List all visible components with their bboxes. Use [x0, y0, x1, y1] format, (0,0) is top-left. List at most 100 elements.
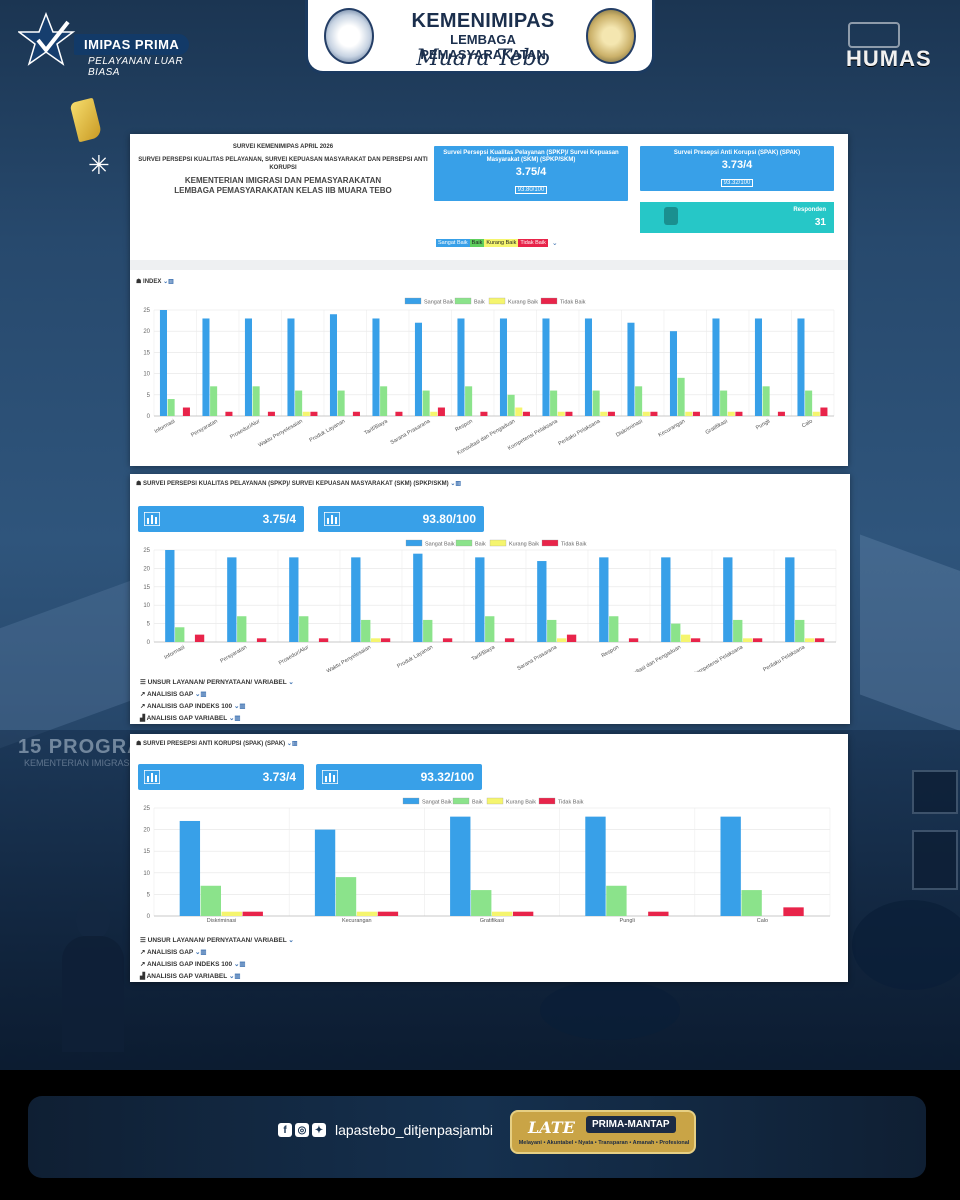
toggle-chart-icon: ⌄▥: [194, 691, 207, 698]
bar: [635, 386, 643, 416]
x-tick-label: Waktu Penyelesaian: [326, 645, 372, 672]
legend-label: Sangat Baik: [424, 300, 454, 306]
bar: [648, 911, 669, 916]
org-line-2: LEMBAGA PEMASYARAKATAN KELAS IIB MUARA T…: [174, 186, 392, 195]
institution-name: LEMBAGA PEMASYARAKATAN: [420, 32, 546, 62]
bar: [352, 411, 360, 416]
spak-panel: ☗ SURVEI PRESEPSI ANTI KORUPSI (SPAK) (S…: [130, 734, 848, 982]
trend-icon: ↗: [140, 703, 148, 710]
trend-icon: ↗: [140, 961, 148, 968]
late-text: LATE: [528, 1118, 575, 1137]
x-tick-label: Diskriminasi: [207, 918, 237, 924]
x-tick-label: Prosedur/Alur: [278, 644, 310, 666]
twitter-icon[interactable]: ✦: [312, 1123, 326, 1137]
spkp-section-title[interactable]: ☗ SURVEI PERSEPSI KUALITAS PELAYANAN (SP…: [136, 480, 461, 487]
bar: [302, 411, 310, 416]
toggle-chart-icon[interactable]: ⌄▥: [450, 481, 462, 487]
bar: [723, 557, 733, 642]
ministry-name: KEMENIMIPAS: [411, 10, 555, 32]
footer-pill: [28, 1096, 926, 1178]
bar: [244, 318, 252, 416]
link-text: UNSUR LAYANAN/ PERNYATAAN/ VARIABEL: [147, 937, 287, 944]
bar: [492, 911, 513, 916]
link-analisis-gap[interactable]: ↗ ANALISIS GAP ⌄▥: [140, 690, 207, 698]
bg-window: [912, 770, 958, 814]
legend-label: Sangat Baik: [425, 542, 455, 548]
legend-label: Baik: [475, 542, 486, 548]
x-tick-label: Prosedur/Alur: [229, 418, 261, 440]
legend-label: Baik: [472, 800, 483, 806]
x-tick-label: Kecurangan: [342, 918, 372, 924]
bar: [295, 390, 303, 416]
pemasyarakatan-seal-icon: [586, 8, 636, 64]
sparkle-icon: ✳: [88, 150, 110, 180]
toggle-chart-icon[interactable]: ⌄▥: [163, 279, 174, 285]
bg-window: [912, 830, 958, 890]
link-unsur-layanan[interactable]: ☰ UNSUR LAYANAN/ PERNYATAAN/ VARIABEL ⌄: [140, 678, 294, 686]
star-logo-icon: [18, 12, 76, 66]
bar: [600, 411, 608, 416]
x-tick-label: Kompetensi Pelaksana: [692, 644, 745, 672]
index-section-title[interactable]: ☗ INDEX ⌄▥: [136, 278, 174, 285]
org-line-1: KEMENTERIAN IMIGRASI DAN PEMASYARAKATAN: [184, 176, 382, 185]
bar: [692, 411, 700, 416]
x-tick-label: Gratifikasi: [705, 419, 729, 436]
link-unsur-layanan[interactable]: ☰ UNSUR LAYANAN/ PERNYATAAN/ VARIABEL ⌄: [140, 936, 294, 944]
y-tick-label: 10: [143, 372, 150, 378]
link-analisis-gap[interactable]: ↗ ANALISIS GAP ⌄▥: [140, 948, 207, 956]
y-tick-label: 5: [147, 393, 151, 399]
bg-tree: [852, 900, 960, 990]
x-tick-label: Kecurangan: [658, 419, 687, 439]
spak-section-title[interactable]: ☗ SURVEI PRESEPSI ANTI KORUPSI (SPAK) (S…: [136, 740, 298, 747]
spkp-score-value: 3.75/4: [262, 512, 296, 526]
social-handle[interactable]: lapastebo_ditjenpasjambi: [335, 1122, 493, 1138]
y-tick-label: 0: [147, 414, 151, 420]
bar: [314, 829, 336, 916]
bar: [681, 634, 691, 642]
bar: [227, 557, 237, 642]
legend-strip[interactable]: Sangat Baik Baik Kurang Baik Tidak Baik …: [436, 238, 560, 248]
bar: [423, 619, 433, 642]
bar: [537, 561, 547, 642]
bar: [175, 627, 185, 642]
respondents-card[interactable]: Responden 31: [640, 202, 834, 233]
link-analisis-gap-indeks[interactable]: ↗ ANALISIS GAP INDEKS 100 ⌄▥: [140, 702, 246, 710]
bar: [329, 314, 337, 416]
toggle-chart-icon: ⌄▥: [233, 703, 246, 710]
dashboard-icon: ☗: [136, 741, 144, 747]
chevron-down-icon[interactable]: ⌄: [551, 240, 558, 247]
bar: [413, 553, 423, 642]
bar: [743, 638, 753, 642]
spkp-card-score: 3.75/4: [515, 166, 547, 178]
spkp-summary-card[interactable]: Survei Persepsi Kualitas Pelayanan (SPKP…: [434, 146, 628, 201]
brand-name: IMIPAS PRIMA: [74, 34, 190, 55]
spak-percent-kpi: 93.32/100: [316, 764, 482, 790]
link-analisis-gap-variabel[interactable]: ▟ ANALISIS GAP VARIABEL ⌄▥: [140, 714, 241, 722]
bar: [820, 407, 828, 416]
bar: [480, 411, 488, 416]
x-tick-label: Respon: [601, 645, 620, 660]
bar-chart-svg: Sangat Baik Baik Kurang Baik Tidak Baik 0 5 10…: [143, 797, 831, 924]
link-text: ANALISIS GAP: [147, 949, 194, 956]
chevron-down-icon: ⌄: [288, 937, 294, 944]
y-tick-label: 20: [143, 329, 150, 335]
toggle-chart-icon: ⌄▥: [228, 973, 241, 980]
instagram-icon[interactable]: ◎: [295, 1123, 309, 1137]
facebook-icon[interactable]: f: [278, 1123, 292, 1137]
legend-tidak-baik: Tidak Baik: [518, 239, 548, 247]
link-analisis-gap-variabel[interactable]: ▟ ANALISIS GAP VARIABEL ⌄▥: [140, 972, 241, 980]
toggle-chart-icon[interactable]: ⌄▥: [286, 741, 298, 747]
bar: [557, 411, 565, 416]
link-analisis-gap-indeks[interactable]: ↗ ANALISIS GAP INDEKS 100 ⌄▥: [140, 960, 246, 968]
legend-swatch: [489, 539, 507, 547]
bar: [741, 890, 762, 916]
list-icon: ☰: [140, 937, 148, 944]
trend-icon: ↗: [140, 949, 148, 956]
bar: [256, 638, 267, 642]
legend-kurang-baik: Kurang Baik: [484, 239, 519, 247]
survey-header: SURVEI KEMENIMIPAS APRIL 2026 SURVEI PER…: [138, 144, 428, 196]
bar: [814, 638, 825, 642]
bar: [371, 638, 381, 642]
spkp-panel: ☗ SURVEI PERSEPSI KUALITAS PELAYANAN (SP…: [130, 474, 850, 724]
spak-summary-card[interactable]: Survei Presepsi Anti Korupsi (SPAK) (SPA…: [640, 146, 834, 191]
